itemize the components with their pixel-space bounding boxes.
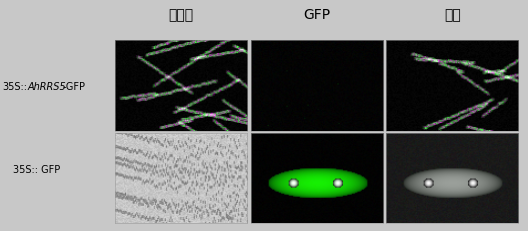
Text: GFP: GFP [303, 8, 331, 22]
Text: 明视野: 明视野 [169, 8, 194, 22]
Text: AhRRS5: AhRRS5 [28, 81, 67, 91]
Text: -GFP: -GFP [62, 81, 86, 91]
Text: 35S::: 35S:: [3, 81, 27, 91]
Text: 组合: 组合 [444, 8, 461, 22]
Text: 35S:: GFP: 35S:: GFP [13, 164, 60, 174]
